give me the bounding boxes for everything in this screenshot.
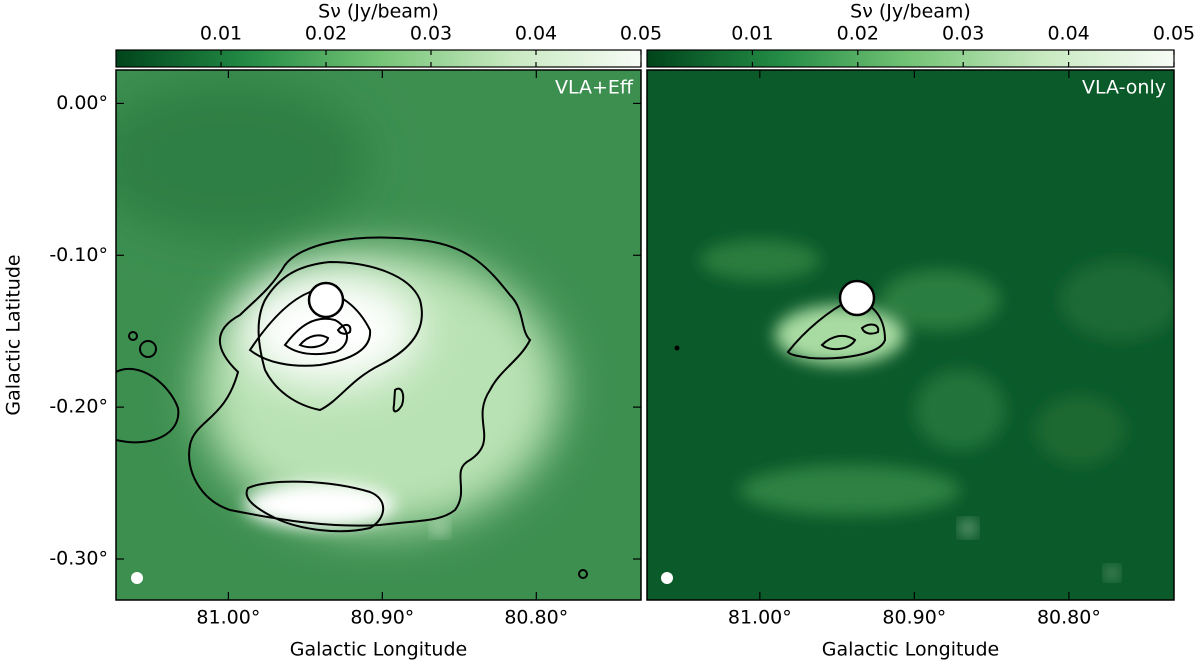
panel-label: VLA-only: [1082, 77, 1166, 99]
x-tick-label: 80.80°: [504, 607, 568, 629]
axes-frame: [646, 69, 1175, 601]
colorbar-tick-label: 0.04: [515, 23, 557, 45]
axes-frame: [115, 69, 642, 601]
y-tick-label: -0.20°: [49, 396, 108, 418]
y-tick-label: -0.30°: [49, 547, 108, 569]
colorbar-tick-label: 0.01: [731, 23, 773, 45]
y-tick-label: -0.10°: [49, 244, 108, 266]
x-tick-label: 80.90°: [350, 607, 414, 629]
x-axis-label: Galactic Longitude: [822, 639, 999, 661]
x-tick-label: 80.80°: [1037, 607, 1101, 629]
x-axis-label: Galactic Longitude: [290, 639, 467, 661]
colorbar: [646, 49, 1175, 68]
y-axis-label: Galactic Latitude: [3, 254, 25, 415]
colorbar-tick-label: 0.03: [942, 23, 984, 45]
panel-label: VLA+Eff: [555, 77, 634, 99]
beam: [661, 572, 673, 584]
colorbar-label: Sν (Jy/beam): [318, 1, 439, 23]
colorbar-tick-label: 0.02: [837, 23, 879, 45]
x-tick-label: 81.00°: [196, 607, 260, 629]
x-tick-label: 80.90°: [882, 607, 946, 629]
colorbar-tick-label: 0.02: [305, 23, 347, 45]
map-image: [116, 70, 641, 600]
colorbar-tick-label: 0.01: [200, 23, 242, 45]
colorbar-tick-label: 0.05: [1153, 23, 1195, 45]
colorbar: [115, 49, 642, 68]
colorbar-tick-label: 0.03: [410, 23, 452, 45]
colorbar-tick-label: 0.04: [1047, 23, 1089, 45]
beam: [131, 572, 143, 584]
map-image: [647, 70, 1174, 600]
y-tick-label: 0.00°: [56, 92, 108, 114]
colorbar-tick-label: 0.05: [620, 23, 662, 45]
colorbar-label: Sν (Jy/beam): [850, 1, 971, 23]
x-tick-label: 81.00°: [728, 607, 792, 629]
